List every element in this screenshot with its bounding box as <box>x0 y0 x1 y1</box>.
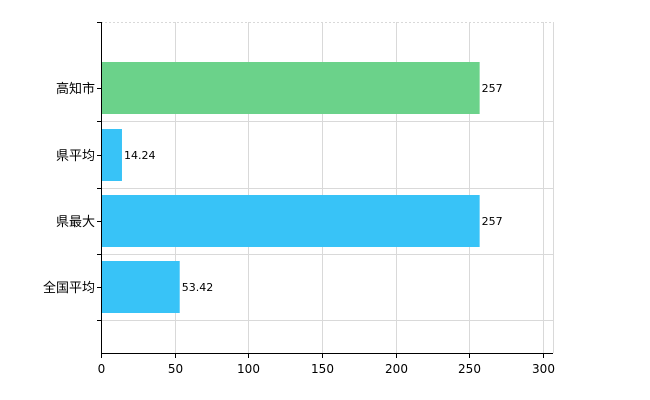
bar-2 <box>102 195 480 247</box>
data-label-1: 14.24 <box>124 149 156 162</box>
x-tick-label-100: 100 <box>237 362 260 376</box>
x-tick-label-150: 150 <box>311 362 334 376</box>
x-tick-label-300: 300 <box>532 362 555 376</box>
data-label-0: 257 <box>482 82 503 95</box>
x-tick-label-50: 50 <box>168 362 183 376</box>
axes <box>97 22 553 358</box>
bar-1 <box>102 129 122 181</box>
bars <box>102 62 480 313</box>
category-label-0: 高知市 <box>56 81 95 97</box>
x-tick-label-250: 250 <box>458 362 481 376</box>
data-label-3: 53.42 <box>182 281 214 294</box>
category-label-2: 県最大 <box>56 215 95 230</box>
data-label-2: 257 <box>482 215 503 228</box>
category-label-3: 全国平均 <box>43 280 95 296</box>
x-tick-label-0: 0 <box>98 362 106 376</box>
category-label-1: 県平均 <box>56 149 95 164</box>
bar-3 <box>102 261 180 313</box>
x-tick-label-200: 200 <box>385 362 408 376</box>
bar-0 <box>102 62 480 114</box>
